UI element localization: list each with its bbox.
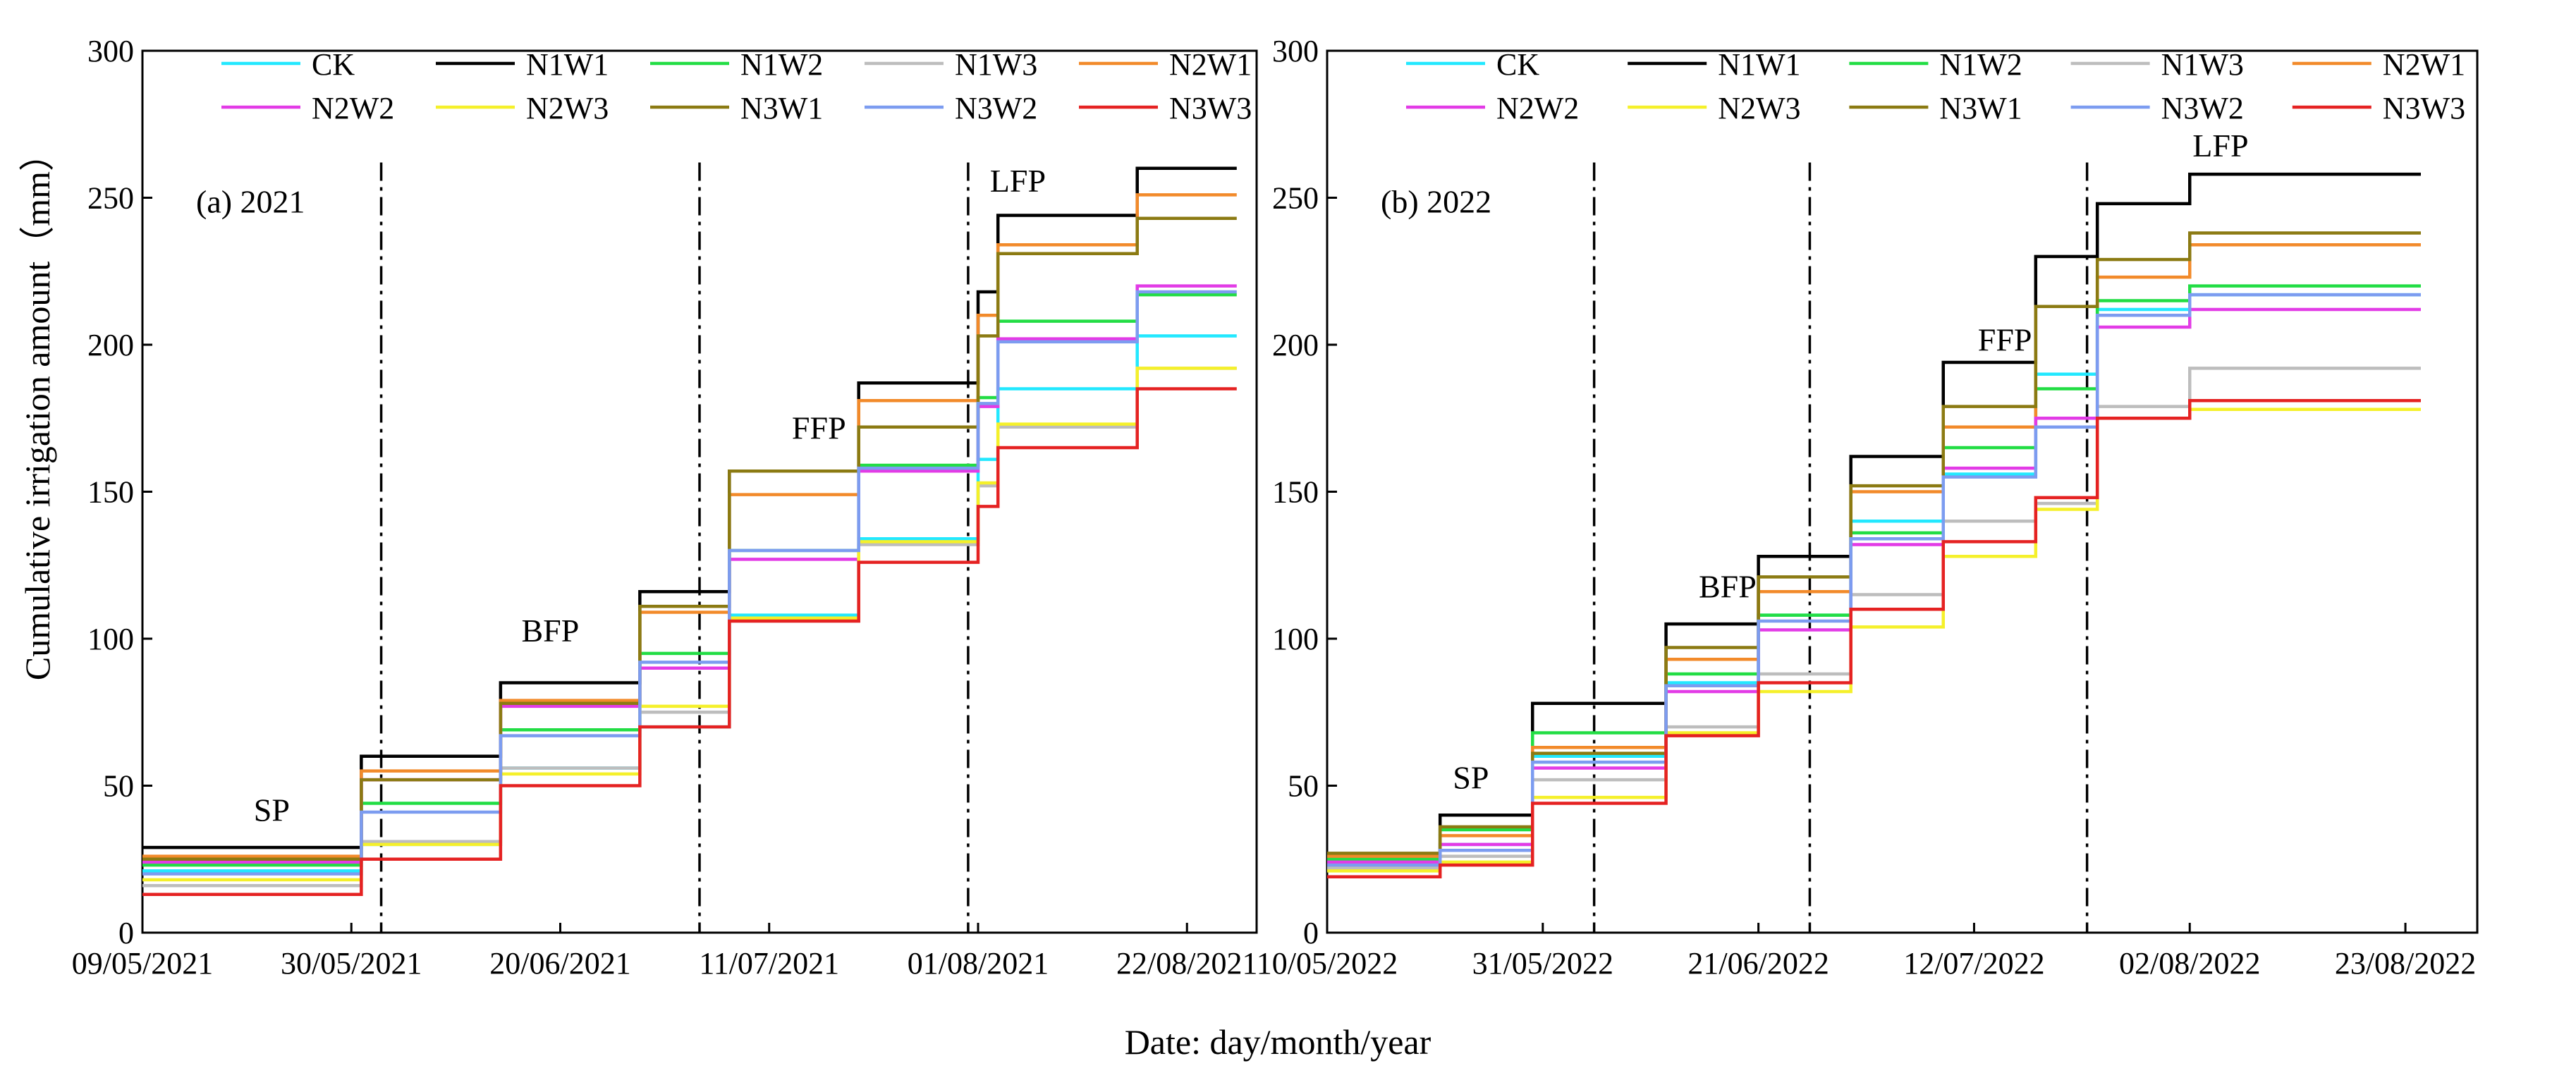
series-line-n3w2 <box>142 290 1237 876</box>
y-tick-label: 300 <box>87 34 134 68</box>
series-line-n1w3 <box>1327 367 2421 870</box>
series-line-n1w3 <box>142 367 1237 888</box>
legend-label-n3w2: N3W2 <box>2161 91 2244 125</box>
y-tick-label: 150 <box>87 475 134 510</box>
legend-label-n1w1: N1W1 <box>1718 47 1800 82</box>
series-line-ck <box>1327 293 2421 864</box>
series-line-n1w1 <box>1327 172 2421 858</box>
legend-label-n3w2: N3W2 <box>955 91 1037 125</box>
legend-label-n3w1: N3W1 <box>1939 91 2022 125</box>
stage-label-bfp: BFP <box>521 613 579 649</box>
x-tick-label: 20/06/2021 <box>489 946 630 981</box>
y-tick-label: 250 <box>87 181 134 216</box>
series-line-n1w2 <box>1327 284 2421 861</box>
series-line-n2w1 <box>142 193 1237 858</box>
y-tick-label: 50 <box>1288 769 1319 804</box>
stage-label-lfp: LFP <box>990 163 1046 199</box>
stage-label-sp: SP <box>254 792 290 828</box>
y-tick-label: 100 <box>1272 622 1319 656</box>
x-tick-label: 22/08/2021 <box>1116 946 1257 981</box>
legend-label-n1w2: N1W2 <box>740 47 823 82</box>
x-tick-label: 23/08/2022 <box>2335 946 2476 981</box>
legend-label-n2w3: N2W3 <box>526 91 609 125</box>
stage-label-bfp: BFP <box>1699 569 1757 605</box>
x-tick-label: 09/05/2021 <box>72 946 213 981</box>
x-tick-label: 11/07/2021 <box>699 946 839 981</box>
stage-label-sp: SP <box>1453 760 1489 796</box>
stage-label-ffp: FFP <box>1978 321 2032 357</box>
y-tick-label: 100 <box>87 622 134 656</box>
legend-label-n3w3: N3W3 <box>2383 91 2465 125</box>
legend-label-n1w2: N1W2 <box>1939 47 2022 82</box>
x-axis-label: Date: day/month/year <box>1125 1022 1432 1062</box>
stage-label-lfp: LFP <box>2192 128 2248 164</box>
y-tick-label: 200 <box>87 328 134 362</box>
y-tick-label: 50 <box>103 769 134 804</box>
legend-label-n2w3: N2W3 <box>1718 91 1800 125</box>
legend-label-n1w3: N1W3 <box>955 47 1037 82</box>
y-tick-label: 250 <box>1272 181 1319 216</box>
x-tick-label: 10/05/2022 <box>1257 946 1398 981</box>
series-line-n3w2 <box>1327 293 2421 867</box>
y-tick-label: 300 <box>1272 34 1319 68</box>
legend-label-n3w3: N3W3 <box>1169 91 1252 125</box>
panel-a: 0 50 100 150 200 250 300 09/05/2021 30/05/2021 20… <box>72 34 1258 981</box>
x-tick-label: 31/05/2022 <box>1472 946 1613 981</box>
legend-label-n2w2: N2W2 <box>312 91 394 125</box>
legend-label-n2w1: N2W1 <box>2383 47 2465 82</box>
x-tick-label: 21/06/2022 <box>1687 946 1829 981</box>
legend-label-n2w2: N2W2 <box>1496 91 1579 125</box>
legend-label-n2w1: N2W1 <box>1169 47 1252 82</box>
stage-label-ffp: FFP <box>792 410 846 446</box>
series-line-n1w2 <box>142 293 1237 867</box>
series-line-ck <box>142 334 1237 873</box>
series-line-n2w3 <box>1327 407 2421 873</box>
y-tick-label: 150 <box>1272 475 1319 510</box>
x-tick-label: 12/07/2022 <box>1903 946 2044 981</box>
legend-label-ck: CK <box>312 47 355 82</box>
legend-label-n1w1: N1W1 <box>526 47 609 82</box>
legend-label-n3w1: N3W1 <box>740 91 823 125</box>
panel-label: (b) 2022 <box>1381 183 1491 219</box>
series-line-n2w2 <box>142 284 1237 864</box>
legend-label-ck: CK <box>1496 47 1539 82</box>
series-line-n2w3 <box>142 367 1237 882</box>
y-tick-label: 0 <box>118 916 134 950</box>
x-tick-label: 02/08/2022 <box>2119 946 2260 981</box>
y-tick-label: 200 <box>1272 328 1319 362</box>
series-line-n1w1 <box>142 166 1237 849</box>
series-line-n3w1 <box>142 216 1237 861</box>
x-tick-label: 01/08/2021 <box>908 946 1049 981</box>
series-line-n2w2 <box>1327 307 2421 864</box>
series-line-n3w3 <box>1327 398 2421 879</box>
panel-label: (a) 2021 <box>196 183 305 219</box>
legend-label-n1w3: N1W3 <box>2161 47 2244 82</box>
panel-b: 0 50 100 150 200 250 300 10/05/2022 31/05/2022 21… <box>1257 34 2479 981</box>
y-tick-label: 0 <box>1303 916 1319 950</box>
y-axis-label: Cumulative irrigation amount（mm） <box>18 136 57 680</box>
series-line-n2w1 <box>1327 243 2421 858</box>
series-line-n3w3 <box>142 387 1237 897</box>
x-tick-label: 30/05/2021 <box>281 946 422 981</box>
